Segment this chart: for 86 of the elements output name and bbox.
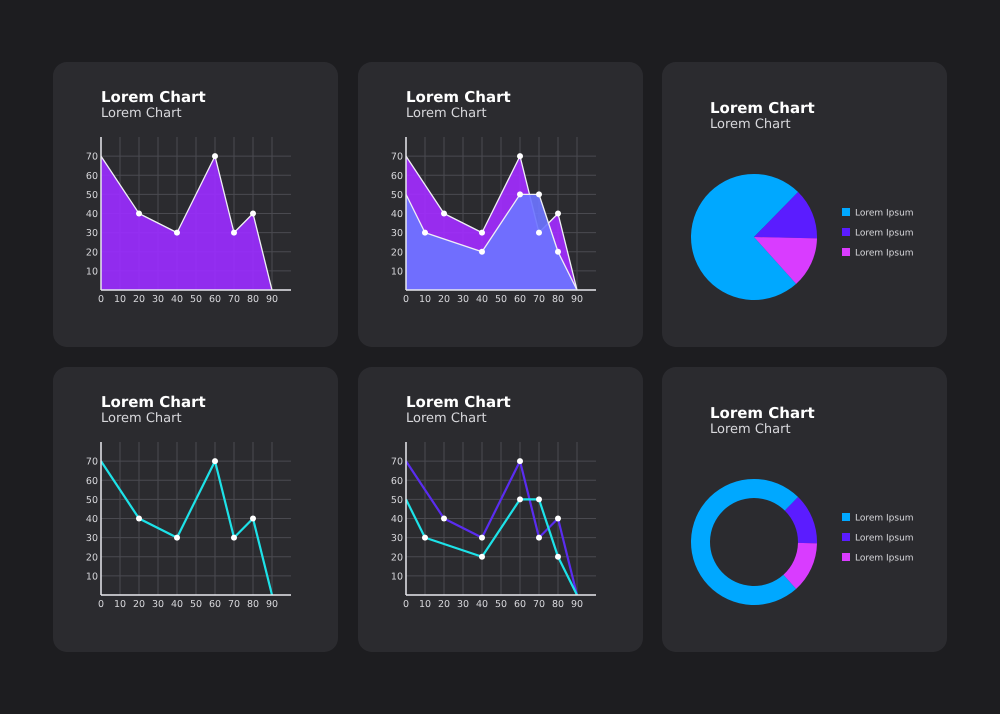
y-tick-label: 40 bbox=[86, 514, 98, 525]
chart-title: Lorem Chart bbox=[710, 99, 815, 117]
chart-subtitle: Lorem Chart bbox=[406, 106, 487, 121]
legend-label: Lorem Ipsum bbox=[855, 208, 914, 218]
legend-label: Lorem Ipsum bbox=[855, 534, 914, 544]
y-tick-label: 20 bbox=[86, 552, 98, 564]
y-tick-label: 60 bbox=[86, 170, 98, 182]
chart-subtitle: Lorem Chart bbox=[710, 117, 791, 132]
y-tick-label: 40 bbox=[86, 209, 98, 220]
y-tick-label: 20 bbox=[86, 247, 98, 258]
legend-label: Lorem Ipsum bbox=[855, 514, 914, 524]
y-tick-label: 50 bbox=[390, 494, 403, 506]
y-tick-label: 30 bbox=[390, 228, 403, 240]
y-tick-label: 40 bbox=[390, 514, 403, 525]
x-tick-label: 0 bbox=[98, 599, 104, 610]
x-tick-label: 30 bbox=[152, 599, 164, 610]
x-tick-label: 80 bbox=[246, 294, 260, 305]
x-tick-label: 50 bbox=[494, 294, 508, 305]
x-tick-label: 20 bbox=[132, 599, 146, 610]
x-tick-label: 80 bbox=[552, 599, 564, 610]
x-tick-label: 40 bbox=[170, 294, 184, 305]
x-tick-label: 80 bbox=[246, 599, 260, 610]
chart-subtitle: Lorem Chart bbox=[101, 106, 182, 121]
y-tick-label: 60 bbox=[390, 170, 403, 182]
legend-label: Lorem Ipsum bbox=[855, 248, 914, 258]
y-tick-label: 70 bbox=[86, 456, 98, 468]
chart-title: Lorem Chart bbox=[710, 404, 815, 422]
chart-title: Lorem Chart bbox=[101, 88, 206, 106]
x-tick-label: 50 bbox=[190, 294, 202, 305]
x-tick-label: 70 bbox=[532, 599, 546, 610]
x-tick-label: 30 bbox=[152, 294, 164, 305]
x-tick-label: 70 bbox=[532, 294, 546, 305]
x-tick-label: 40 bbox=[476, 599, 488, 610]
x-tick-label: 40 bbox=[170, 599, 184, 610]
x-tick-label: 40 bbox=[476, 294, 488, 305]
legend-label: Lorem Ipsum bbox=[855, 554, 914, 564]
x-tick-label: 90 bbox=[266, 294, 278, 305]
y-tick-label: 10 bbox=[86, 571, 98, 582]
x-tick-label: 30 bbox=[456, 599, 470, 610]
y-tick-label: 20 bbox=[390, 552, 403, 564]
y-tick-label: 30 bbox=[86, 228, 98, 240]
y-tick-label: 70 bbox=[390, 152, 403, 163]
x-tick-label: 10 bbox=[114, 294, 126, 305]
x-tick-label: 90 bbox=[570, 599, 584, 610]
y-tick-label: 30 bbox=[86, 533, 98, 544]
y-tick-label: 50 bbox=[390, 190, 403, 201]
y-tick-label: 70 bbox=[390, 456, 403, 468]
y-tick-label: 20 bbox=[390, 247, 403, 258]
x-tick-label: 60 bbox=[514, 599, 526, 610]
y-tick-label: 10 bbox=[390, 571, 403, 582]
chart-subtitle: Lorem Chart bbox=[101, 411, 182, 426]
x-tick-label: 10 bbox=[418, 294, 432, 305]
chart-subtitle: Lorem Chart bbox=[710, 422, 791, 437]
chart-title: Lorem Chart bbox=[406, 393, 511, 411]
x-tick-label: 80 bbox=[552, 294, 564, 305]
x-tick-label: 70 bbox=[228, 599, 240, 610]
x-tick-label: 90 bbox=[266, 599, 278, 610]
y-tick-label: 70 bbox=[86, 152, 98, 163]
x-tick-label: 70 bbox=[228, 294, 240, 305]
y-tick-label: 30 bbox=[390, 533, 403, 544]
x-tick-label: 20 bbox=[438, 294, 450, 305]
x-tick-label: 10 bbox=[418, 599, 432, 610]
x-tick-label: 30 bbox=[456, 294, 470, 305]
y-tick-label: 10 bbox=[390, 266, 403, 278]
chart-title: Lorem Chart bbox=[101, 393, 206, 411]
y-tick-label: 50 bbox=[86, 190, 98, 201]
y-tick-label: 60 bbox=[390, 476, 403, 487]
x-tick-label: 0 bbox=[402, 294, 410, 305]
x-tick-label: 20 bbox=[132, 294, 146, 305]
x-tick-label: 10 bbox=[114, 599, 126, 610]
x-tick-label: 50 bbox=[494, 599, 508, 610]
x-tick-label: 0 bbox=[98, 294, 104, 305]
x-tick-label: 90 bbox=[570, 294, 584, 305]
x-tick-label: 50 bbox=[190, 599, 202, 610]
y-tick-label: 40 bbox=[390, 209, 403, 220]
x-tick-label: 60 bbox=[514, 294, 526, 305]
y-tick-label: 60 bbox=[86, 476, 98, 487]
x-tick-label: 20 bbox=[438, 599, 450, 610]
legend-label: Lorem Ipsum bbox=[855, 228, 914, 238]
x-tick-label: 0 bbox=[402, 599, 410, 610]
x-tick-label: 60 bbox=[208, 294, 222, 305]
x-tick-label: 60 bbox=[208, 599, 222, 610]
chart-subtitle: Lorem Chart bbox=[406, 411, 487, 426]
chart-title: Lorem Chart bbox=[406, 88, 511, 106]
y-tick-label: 10 bbox=[86, 266, 98, 278]
y-tick-label: 50 bbox=[86, 494, 98, 506]
